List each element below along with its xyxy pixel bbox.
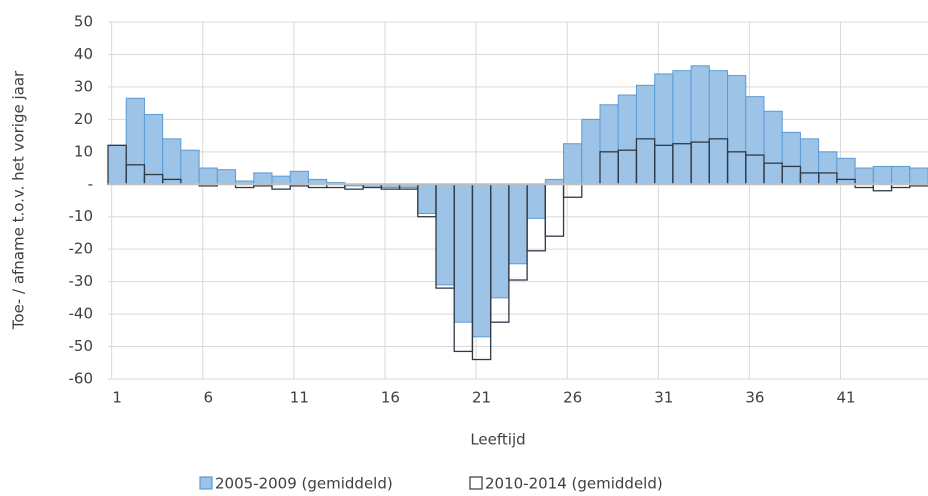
bar <box>763 110 783 185</box>
bar <box>672 70 692 185</box>
x-tick-label: 26 <box>563 389 582 407</box>
bar <box>180 149 200 185</box>
bar <box>599 104 619 185</box>
bar <box>654 73 674 185</box>
bar <box>909 167 928 185</box>
x-axis-title: Leeftijd <box>470 431 525 449</box>
y-tick-label: 40 <box>74 45 93 63</box>
legend-swatch <box>199 476 213 490</box>
bar <box>289 170 309 185</box>
y-tick-label: 20 <box>74 110 93 128</box>
bar <box>526 183 546 219</box>
bar <box>891 165 911 185</box>
y-tick-label: -40 <box>69 305 94 323</box>
bar <box>690 65 710 185</box>
bar <box>253 172 273 185</box>
x-tick-label: 21 <box>472 389 491 407</box>
bar <box>872 165 893 185</box>
bar <box>125 97 145 185</box>
bar <box>435 183 455 286</box>
bar <box>854 167 874 185</box>
y-tick-label: -50 <box>69 337 94 355</box>
bar <box>162 138 182 185</box>
bar <box>508 183 528 265</box>
bar <box>107 144 127 185</box>
bar <box>745 96 765 185</box>
x-tick-label: 11 <box>290 389 309 407</box>
y-tick-label: -20 <box>69 240 94 258</box>
x-tick-label: 31 <box>654 389 673 407</box>
bar <box>635 84 656 185</box>
bar <box>271 175 291 185</box>
bar <box>490 183 510 299</box>
x-tick-label: 16 <box>381 389 400 407</box>
x-tick-label: 1 <box>112 389 122 407</box>
x-tick-label: 6 <box>203 389 213 407</box>
bar <box>471 183 492 338</box>
bar <box>581 118 601 185</box>
bar <box>818 151 838 185</box>
bar <box>617 94 637 185</box>
bar <box>781 131 801 185</box>
y-axis-title: Toe- / afname t.o.v. het vorige jaar <box>10 70 28 330</box>
bar <box>727 75 747 185</box>
bar <box>562 183 583 198</box>
bar <box>708 70 729 185</box>
y-tick-label: - <box>88 175 93 193</box>
legend-label: 2005-2009 (gemiddeld) <box>215 475 393 493</box>
y-tick-label: -60 <box>69 370 94 388</box>
legend-swatch <box>469 476 483 490</box>
x-tick-label: 41 <box>836 389 855 407</box>
x-tick-label: 36 <box>745 389 764 407</box>
y-tick-label: -10 <box>69 207 94 225</box>
bar <box>563 143 583 185</box>
y-tick-label: 10 <box>74 142 93 160</box>
y-tick-label: 30 <box>74 77 93 95</box>
bar <box>417 183 437 214</box>
bar <box>198 167 218 185</box>
bar <box>216 169 237 185</box>
y-tick-label: 50 <box>74 13 93 31</box>
bar <box>143 113 164 185</box>
bar <box>544 183 565 237</box>
y-tick-label: -30 <box>69 272 94 290</box>
bar <box>453 183 473 323</box>
legend-label: 2010-2014 (gemiddeld) <box>485 475 663 493</box>
bar <box>799 138 820 185</box>
bar <box>836 157 856 185</box>
